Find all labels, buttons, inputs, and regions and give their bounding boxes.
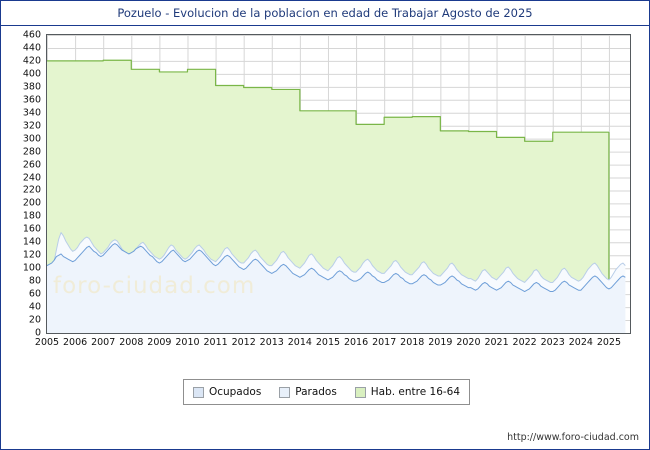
legend-swatch <box>279 386 291 398</box>
plot-wrapper <box>46 34 631 334</box>
x-tick-label: 2015 <box>315 337 341 348</box>
x-tick-label: 2005 <box>34 337 60 348</box>
x-tick-label: 2023 <box>540 337 565 348</box>
x-tick-label: 2006 <box>63 337 88 348</box>
x-tick-label: 2008 <box>119 337 144 348</box>
y-tick-label: 300 <box>22 133 41 145</box>
y-tick-label: 320 <box>22 120 41 132</box>
legend-label: Ocupados <box>208 386 262 398</box>
y-tick-label: 440 <box>22 42 41 54</box>
y-axis: 0 20 40 60 80 100 120 140 160 180 200 220 240 260 280 3… <box>1 30 44 339</box>
legend-label: Hab. entre 16-64 <box>370 386 461 398</box>
y-tick-label: 200 <box>22 197 41 209</box>
legend-label: Parados <box>295 386 337 398</box>
x-tick-label: 2010 <box>175 337 200 348</box>
y-tick-label: 400 <box>22 68 41 80</box>
y-tick-label: 60 <box>28 288 41 300</box>
y-tick-label: 180 <box>22 210 41 222</box>
series-line-parados <box>47 232 626 283</box>
legend-swatch <box>354 386 366 398</box>
series-line-hab-16-64 <box>47 59 609 142</box>
y-tick-label: 280 <box>22 146 41 158</box>
series-line-ocupados <box>47 243 626 293</box>
plot-area <box>46 34 631 334</box>
legend-item[interactable]: Hab. entre 16-64 <box>354 386 461 398</box>
y-tick-label: 160 <box>22 223 41 235</box>
x-tick-label: 2013 <box>259 337 284 348</box>
y-tick-label: 420 <box>22 55 41 67</box>
y-tick-label: 0 <box>34 327 41 339</box>
y-tick-label: 260 <box>22 159 41 171</box>
x-tick-label: 2014 <box>287 337 312 348</box>
y-tick-label: 360 <box>22 94 41 106</box>
y-tick-label: 80 <box>28 275 41 287</box>
y-tick-label: 220 <box>22 184 41 196</box>
y-tick-label: 460 <box>22 29 41 41</box>
x-tick-label: 2011 <box>203 337 228 348</box>
x-tick-label: 2016 <box>343 337 369 348</box>
x-axis: 2005 2006 2007 2008 2009 2010 2011 2012 2013 2014… <box>35 337 631 353</box>
x-tick-label: 2021 <box>484 337 509 348</box>
legend-item[interactable]: Ocupados <box>192 386 262 398</box>
legend: Ocupados Parados Hab. entre 16-64 <box>183 379 470 405</box>
x-tick-label: 2025 <box>596 337 622 348</box>
legend-item[interactable]: Parados <box>279 386 337 398</box>
x-tick-label: 2019 <box>428 337 453 348</box>
footer-url: http://www.foro-ciudad.com <box>507 432 639 443</box>
y-tick-label: 340 <box>22 107 41 119</box>
legend-swatch <box>192 386 204 398</box>
y-tick-label: 380 <box>22 81 41 93</box>
x-tick-label: 2020 <box>456 337 481 348</box>
x-tick-label: 2022 <box>512 337 537 348</box>
y-tick-label: 240 <box>22 172 41 184</box>
x-tick-label: 2024 <box>568 337 593 348</box>
y-tick-label: 20 <box>28 314 41 326</box>
page-title: Pozuelo - Evolucion de la poblacion en e… <box>117 6 533 20</box>
x-tick-label: 2012 <box>231 337 256 348</box>
x-tick-label: 2009 <box>147 337 172 348</box>
y-tick-label: 100 <box>22 262 41 274</box>
x-tick-label: 2007 <box>91 337 116 348</box>
title-bar: Pozuelo - Evolucion de la poblacion en e… <box>1 1 649 26</box>
x-tick-label: 2017 <box>372 337 397 348</box>
y-tick-label: 120 <box>22 249 41 261</box>
y-tick-label: 140 <box>22 236 41 248</box>
x-tick-label: 2018 <box>400 337 425 348</box>
series-layer <box>47 59 626 333</box>
y-tick-label: 40 <box>28 301 41 313</box>
series-area-ocupados <box>47 243 626 333</box>
